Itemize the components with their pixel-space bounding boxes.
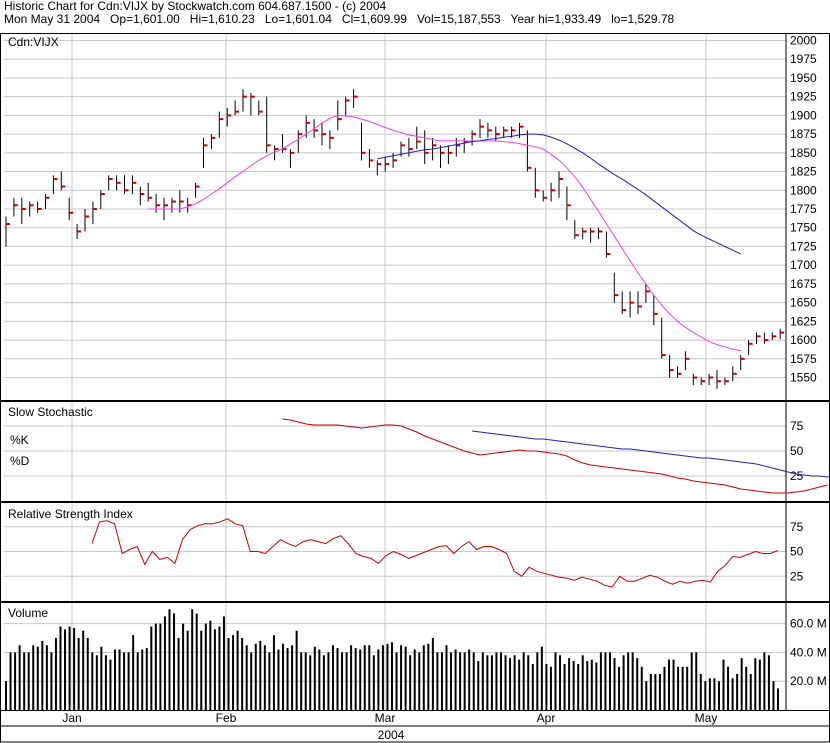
- x-tick-jan: Jan: [62, 711, 81, 725]
- grid-layer: [4, 33, 786, 710]
- y-tick-label: 60.0 M: [790, 617, 827, 631]
- x-tick-mar: Mar: [375, 711, 396, 725]
- y-tick-label: 1875: [790, 127, 817, 141]
- y-tick-label: 1725: [790, 239, 817, 253]
- stochastic-k-line: [282, 418, 828, 494]
- chart-header-line2: Mon May 31 2004 Op=1,601.00 Hi=1,610.23 …: [4, 12, 675, 26]
- y-tick-label: 1625: [790, 314, 817, 328]
- moving-average-short: [148, 114, 741, 352]
- price-panel-title: Cdn:VIJX: [8, 35, 59, 49]
- x-tick-feb: Feb: [216, 711, 237, 725]
- rsi-panel-title: Relative Strength Index: [8, 507, 133, 521]
- y-tick-label: 1850: [790, 146, 817, 160]
- y-tick-label: 1575: [790, 352, 817, 366]
- y-axis-ticks: 1550 1575 1600 1625 1650 1675 1700 1725 1750 1775…: [790, 33, 827, 688]
- y-tick-label: 1800: [790, 183, 817, 197]
- y-tick-label: 75: [790, 419, 804, 433]
- chart-marks: [5, 89, 830, 710]
- y-tick-label: 1750: [790, 221, 817, 235]
- x-axis-year: 2004: [378, 728, 405, 742]
- y-tick-label: 1950: [790, 71, 817, 85]
- y-tick-label: 50: [790, 444, 804, 458]
- panel-frame-0: [0, 33, 830, 401]
- y-tick-label: 1600: [790, 333, 817, 347]
- y-tick-label: 1550: [790, 371, 817, 385]
- price-bars: [5, 89, 785, 389]
- stochastic-d-line: [472, 430, 830, 478]
- stochastic-panel-title: Slow Stochastic: [8, 405, 93, 419]
- y-tick-label: 2000: [790, 33, 817, 47]
- x-axis: Jan Feb Mar Apr May 2004: [62, 711, 717, 742]
- rsi-line: [91, 518, 779, 588]
- y-tick-label: 20.0 M: [790, 674, 827, 688]
- stochastic-d-legend: %D: [10, 454, 30, 468]
- volume-panel-title: Volume: [8, 606, 48, 620]
- stochastic-k-legend: %K: [10, 433, 29, 447]
- x-tick-apr: Apr: [537, 711, 556, 725]
- y-tick-label: 1700: [790, 258, 817, 272]
- y-tick-label: 1775: [790, 202, 817, 216]
- chart-header-line1: Historic Chart for Cdn:VIJX by Stockwatc…: [4, 0, 387, 13]
- y-tick-label: 1925: [790, 90, 817, 104]
- y-tick-label: 25: [790, 569, 804, 583]
- y-tick-label: 50: [790, 545, 804, 559]
- y-tick-label: 1975: [790, 52, 817, 66]
- moving-average-long: [377, 133, 741, 255]
- y-tick-label: 75: [790, 520, 804, 534]
- y-tick-label: 1825: [790, 165, 817, 179]
- y-tick-label: 25: [790, 469, 804, 483]
- y-tick-label: 1650: [790, 296, 817, 310]
- x-tick-may: May: [695, 711, 718, 725]
- y-tick-label: 1675: [790, 277, 817, 291]
- volume-bars: [5, 609, 779, 710]
- y-tick-label: 40.0 M: [790, 645, 827, 659]
- y-tick-label: 1900: [790, 108, 817, 122]
